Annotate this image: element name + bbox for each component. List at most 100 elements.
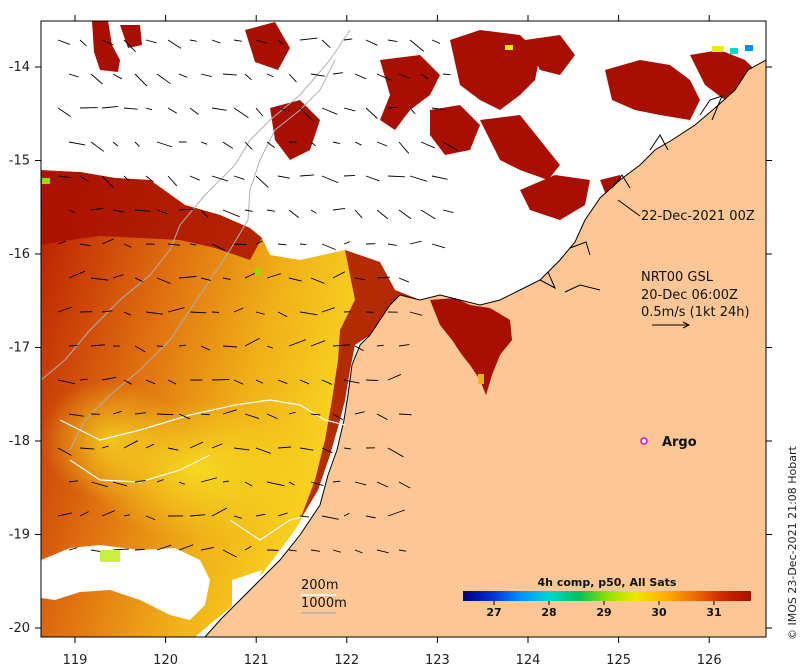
current-arrow xyxy=(156,413,174,416)
current-arrow xyxy=(354,141,362,146)
current-arrow xyxy=(79,378,88,381)
sst-specks xyxy=(42,45,753,562)
current-arrow xyxy=(277,107,290,112)
current-arrow xyxy=(101,39,114,46)
contour-200m-label: 200m xyxy=(301,578,338,593)
current-arrow xyxy=(233,515,242,519)
current-arrow xyxy=(211,107,227,111)
current-arrow xyxy=(123,514,131,517)
colorbar-tick-label: 28 xyxy=(541,606,556,619)
current-arrow xyxy=(343,447,352,450)
current-arrow xyxy=(233,307,244,313)
current-arrow xyxy=(57,39,71,45)
current-arrow xyxy=(420,209,436,220)
lat-tick-label: -14 xyxy=(9,60,30,75)
current-arrow xyxy=(145,175,154,183)
current-arrow xyxy=(101,105,119,109)
current-arrow xyxy=(266,209,275,212)
current-arrow xyxy=(57,306,73,313)
current-arrow xyxy=(200,209,209,218)
current-arrow xyxy=(409,311,422,316)
lon-tick-label: 125 xyxy=(606,653,631,668)
current-arrow xyxy=(178,544,194,551)
current-arrow xyxy=(233,39,242,42)
current-arrow xyxy=(277,446,292,449)
current-arrow xyxy=(79,447,95,450)
current-arrow xyxy=(277,512,288,517)
current-arrow xyxy=(101,445,109,449)
current-arrow xyxy=(310,481,324,487)
current-arrow xyxy=(266,481,285,487)
current-arrow xyxy=(145,379,156,385)
contour-1000m-line-2 xyxy=(69,59,336,451)
colorbar-tick-label: 27 xyxy=(486,606,501,619)
current-arrow xyxy=(134,209,151,212)
current-arrow xyxy=(112,274,124,279)
current-arrow xyxy=(156,544,172,551)
current-arrow xyxy=(332,141,340,144)
current-arrow xyxy=(101,310,113,313)
argo-float-marker[interactable] xyxy=(640,437,648,445)
current-arrow xyxy=(376,73,392,81)
lon-tick-label: 124 xyxy=(516,653,541,668)
current-arrow xyxy=(387,243,397,246)
current-vectors xyxy=(57,37,459,558)
lat-tick-label: -17 xyxy=(9,341,30,356)
current-arrow xyxy=(365,515,376,519)
current-arrow xyxy=(189,39,197,42)
colorbar: 4h comp, p50, All Sats 27 28 29 30 31 xyxy=(463,576,751,619)
current-arrow xyxy=(167,243,181,246)
track-date-label: 22-Dec-2021 00Z xyxy=(641,209,755,224)
current-arrow xyxy=(255,447,271,454)
current-arrow xyxy=(431,39,441,44)
current-arrow xyxy=(332,72,343,75)
current-arrow xyxy=(57,107,71,117)
lon-tick-label: 122 xyxy=(334,653,359,668)
current-arrow xyxy=(167,447,179,451)
current-arrow xyxy=(255,379,264,384)
current-arrow xyxy=(145,515,156,521)
current-scale-label: 0.5m/s (1kt 24h) xyxy=(641,305,750,320)
current-arrow xyxy=(211,507,227,517)
current-arrow xyxy=(365,379,379,381)
current-arrow xyxy=(68,413,84,417)
current-arrow xyxy=(156,479,164,483)
current-arrow xyxy=(343,174,355,177)
current-arrow xyxy=(134,548,145,551)
current-arrow xyxy=(299,447,314,451)
current-arrow xyxy=(211,175,229,182)
current-arrow xyxy=(299,311,318,316)
current-arrow xyxy=(288,277,302,282)
current-arrow xyxy=(112,141,119,147)
current-arrow xyxy=(442,141,459,151)
colorbar-tick-label: 30 xyxy=(651,606,667,619)
current-arrow xyxy=(101,376,117,381)
current-arrow xyxy=(442,73,451,76)
current-arrow xyxy=(233,447,250,451)
current-arrow xyxy=(123,39,136,53)
current-arrow xyxy=(200,477,217,483)
current-arrow xyxy=(79,39,87,47)
current-arrow xyxy=(365,107,378,119)
current-arrow xyxy=(233,243,247,246)
current-arrow xyxy=(222,409,237,415)
current-arrow xyxy=(211,443,223,449)
lon-tick-label: 121 xyxy=(244,653,269,668)
current-arrow xyxy=(167,39,182,49)
current-arrow xyxy=(145,443,155,449)
lon-tick-label: 126 xyxy=(697,653,722,668)
current-arrow xyxy=(222,209,240,218)
current-arrow xyxy=(321,515,339,520)
current-arrow xyxy=(321,379,333,385)
current-arrow xyxy=(211,39,221,44)
current-arrow xyxy=(321,447,333,454)
current-arrow xyxy=(178,344,187,347)
current-arrow xyxy=(343,379,360,384)
current-arrow xyxy=(420,141,435,149)
current-arrow xyxy=(310,413,321,416)
current-arrow xyxy=(244,73,252,81)
current-arrow xyxy=(211,379,230,381)
current-arrow xyxy=(387,39,398,43)
current-arrow xyxy=(398,209,412,220)
